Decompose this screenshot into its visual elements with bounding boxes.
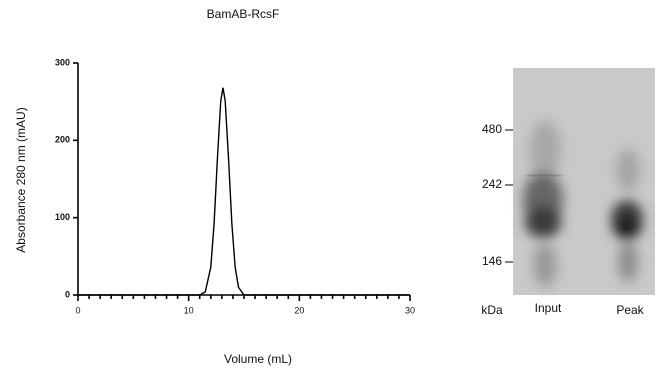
y-tick-label: 300 — [55, 57, 70, 67]
input-band — [527, 175, 562, 176]
y-tick-label: 100 — [55, 212, 70, 222]
marker-label: 242 — [482, 177, 502, 191]
unit-label: kDa — [481, 303, 503, 317]
y-axis-label: Absorbance 280 nm (mAU) — [14, 107, 28, 252]
x-axis-label: Volume (mL) — [224, 352, 292, 366]
lane-label: Input — [535, 301, 562, 315]
marker-label: 480 — [482, 122, 502, 136]
data-line — [78, 88, 410, 295]
chart-title: BamAB-RcsF — [207, 7, 280, 21]
lane-label: Peak — [616, 303, 644, 317]
x-tick-label: 0 — [75, 305, 80, 315]
x-tick-label: 10 — [184, 305, 194, 315]
marker-label: 146 — [482, 254, 502, 268]
gel-image: 480 242 146 kDa Input Peak — [481, 68, 655, 317]
x-tick-label: 20 — [294, 305, 304, 315]
y-tick-label: 200 — [55, 135, 70, 145]
x-tick-label: 30 — [405, 305, 415, 315]
y-tick-label: 0 — [65, 289, 70, 299]
figure: BamAB-RcsF Volume (mL) Absorbance 280 nm… — [0, 0, 669, 376]
